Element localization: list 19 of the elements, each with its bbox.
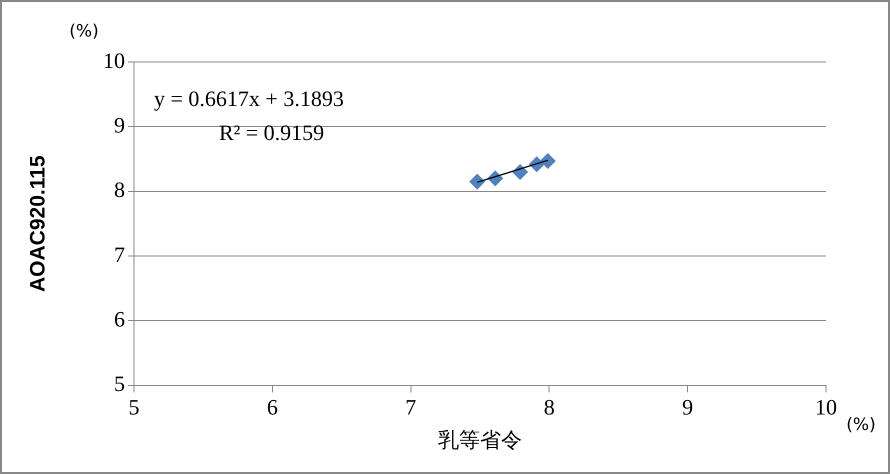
y-tick-label: 8 (114, 177, 125, 202)
x-axis-title: 乳等省令 (438, 428, 522, 452)
y-tick-label: 10 (103, 48, 125, 73)
x-tick-label: 6 (266, 394, 278, 420)
x-tick-label: 9 (682, 394, 694, 420)
x-tick-label: 8 (544, 394, 555, 420)
x-tick-label: 10 (815, 394, 837, 420)
x-tick-label: 7 (405, 394, 416, 420)
point (469, 174, 486, 190)
point (540, 152, 556, 169)
annotation: y = 0.6617x + 3.1893 (154, 86, 344, 111)
y-tick-label: 9 (114, 112, 125, 138)
y-tick-label: 7 (114, 242, 125, 267)
y-tick-label: 5 (114, 371, 125, 396)
text: (%) (846, 414, 876, 435)
y-axis-title: AOAC920.115 (26, 155, 50, 292)
annotation: R² = 0.9159 (219, 120, 324, 145)
text: (%) (69, 21, 99, 42)
y-tick-label: 6 (114, 306, 125, 332)
